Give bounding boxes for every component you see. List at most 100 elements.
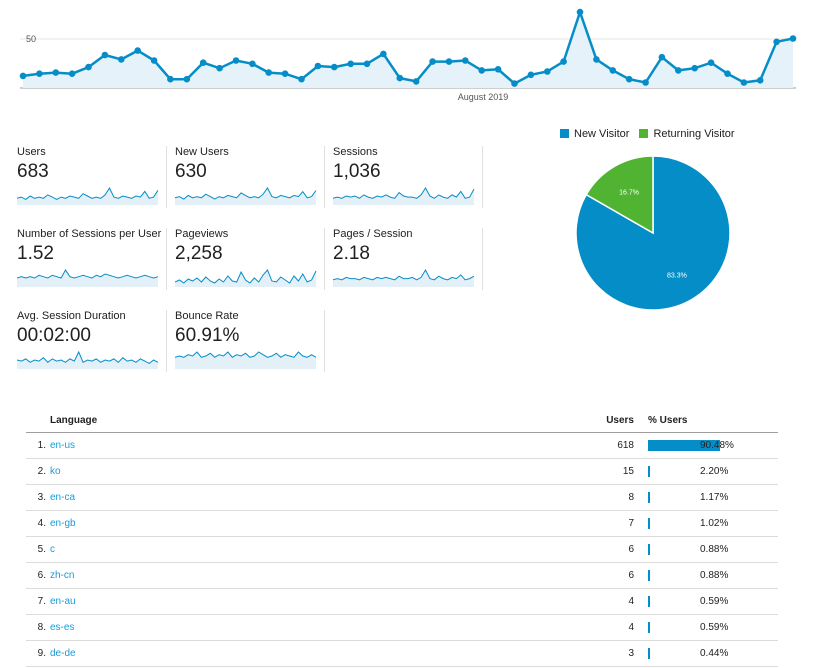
language-link[interactable]: en-us xyxy=(50,440,76,451)
pie-slice-label: 83.3% xyxy=(667,272,687,279)
pct-users-value: 0.88% xyxy=(700,544,729,555)
data-point[interactable] xyxy=(789,35,797,42)
metric-tile[interactable]: New Users 630 xyxy=(175,146,323,205)
data-point[interactable] xyxy=(478,67,486,74)
data-point[interactable] xyxy=(281,70,289,77)
data-point[interactable] xyxy=(511,80,518,87)
metric-tile[interactable]: Users 683 xyxy=(17,146,165,205)
data-point[interactable] xyxy=(429,58,436,65)
data-point[interactable] xyxy=(462,57,469,64)
metric-label: New Users xyxy=(175,146,229,158)
language-link[interactable]: en-ca xyxy=(50,492,76,503)
metric-tile[interactable]: Number of Sessions per User 1.52 xyxy=(17,228,165,287)
metric-tile[interactable]: Pages / Session 2.18 xyxy=(333,228,481,287)
table-row: 7. en-au 4 0.59% xyxy=(26,589,778,615)
language-link[interactable]: en-gb xyxy=(50,518,76,529)
metric-label: Number of Sessions per User xyxy=(17,228,162,240)
legend-item-new-visitor[interactable]: New Visitor xyxy=(560,128,629,140)
data-point[interactable] xyxy=(527,71,535,79)
data-point[interactable] xyxy=(576,8,584,16)
data-point[interactable] xyxy=(85,63,92,71)
data-point[interactable] xyxy=(118,56,125,63)
sparkline-line xyxy=(17,350,159,364)
row-index: 2. xyxy=(37,466,46,477)
data-point[interactable] xyxy=(691,64,698,72)
y-tick-label: 50 xyxy=(26,34,36,44)
users-count: 4 xyxy=(628,622,634,633)
data-point[interactable] xyxy=(756,77,764,84)
language-link[interactable]: es-es xyxy=(50,622,75,633)
data-point[interactable] xyxy=(593,56,600,63)
data-point[interactable] xyxy=(707,59,715,66)
language-link[interactable]: zh-cn xyxy=(50,570,75,581)
data-point[interactable] xyxy=(52,69,60,76)
data-point[interactable] xyxy=(380,50,387,58)
data-point[interactable] xyxy=(560,58,567,65)
data-point[interactable] xyxy=(150,57,158,64)
metric-value: 683 xyxy=(17,161,49,182)
language-link[interactable]: de-de xyxy=(50,648,76,659)
data-point[interactable] xyxy=(396,74,404,82)
legend-item-returning-visitor[interactable]: Returning Visitor xyxy=(639,128,735,140)
sparkline-area xyxy=(175,270,316,287)
metric-tile[interactable]: Sessions 1,036 xyxy=(333,146,481,205)
column-header-language[interactable]: Language xyxy=(50,415,98,426)
data-point[interactable] xyxy=(331,63,338,71)
metric-tile[interactable]: Pageviews 2,258 xyxy=(175,228,323,287)
data-point[interactable] xyxy=(625,75,633,83)
metric-tile[interactable]: Bounce Rate 60.91% xyxy=(175,310,323,369)
data-point[interactable] xyxy=(19,72,27,80)
column-header-users[interactable]: Users xyxy=(606,415,634,426)
series-area xyxy=(23,12,793,89)
row-index: 7. xyxy=(37,596,46,607)
users-count: 6 xyxy=(628,570,634,581)
data-point[interactable] xyxy=(724,70,731,77)
users-count: 8 xyxy=(628,492,634,503)
language-link[interactable]: ko xyxy=(50,466,61,477)
data-point[interactable] xyxy=(68,70,76,77)
data-point[interactable] xyxy=(544,68,551,75)
sparkline-line xyxy=(17,186,159,200)
divider xyxy=(482,146,483,208)
data-point[interactable] xyxy=(445,58,453,65)
data-point[interactable] xyxy=(216,64,223,72)
data-point[interactable] xyxy=(740,79,748,86)
data-point[interactable] xyxy=(183,75,191,83)
data-point[interactable] xyxy=(199,59,207,66)
data-point[interactable] xyxy=(773,38,780,46)
data-point[interactable] xyxy=(609,67,617,74)
data-point[interactable] xyxy=(167,75,174,83)
pct-users-bar xyxy=(648,492,650,503)
data-point[interactable] xyxy=(658,53,666,61)
pie-slice[interactable] xyxy=(585,155,654,235)
data-point[interactable] xyxy=(249,60,256,68)
data-point[interactable] xyxy=(101,51,109,59)
pct-users-value: 1.02% xyxy=(700,518,729,529)
metric-tile[interactable]: Avg. Session Duration 00:02:00 xyxy=(17,310,165,369)
data-point[interactable] xyxy=(298,75,305,83)
visitor-type-pie-chart: 83.3% 16.7% xyxy=(575,155,731,311)
data-point[interactable] xyxy=(412,78,420,85)
data-point[interactable] xyxy=(314,62,322,70)
language-link[interactable]: c xyxy=(50,544,55,555)
table-row: 9. de-de 3 0.44% xyxy=(26,641,778,667)
data-point[interactable] xyxy=(363,60,371,68)
row-index: 6. xyxy=(37,570,46,581)
sparkline-line xyxy=(175,187,317,200)
data-point[interactable] xyxy=(232,57,240,64)
sessions-line-chart: 50 August 2019 xyxy=(19,8,797,102)
table-header: Language Users % Users xyxy=(26,408,778,433)
data-point[interactable] xyxy=(494,66,502,73)
data-point[interactable] xyxy=(675,67,682,74)
sparkline-area xyxy=(175,188,316,205)
data-point[interactable] xyxy=(642,79,649,86)
data-point[interactable] xyxy=(36,70,43,77)
data-point[interactable] xyxy=(134,47,141,54)
data-point[interactable] xyxy=(265,69,273,76)
column-header-pct-users[interactable]: % Users xyxy=(648,415,688,426)
table-row: 3. en-ca 8 1.17% xyxy=(26,485,778,511)
language-link[interactable]: en-au xyxy=(50,596,76,607)
metric-label: Bounce Rate xyxy=(175,310,239,322)
data-point[interactable] xyxy=(347,60,355,68)
sparkline-line xyxy=(333,187,475,199)
